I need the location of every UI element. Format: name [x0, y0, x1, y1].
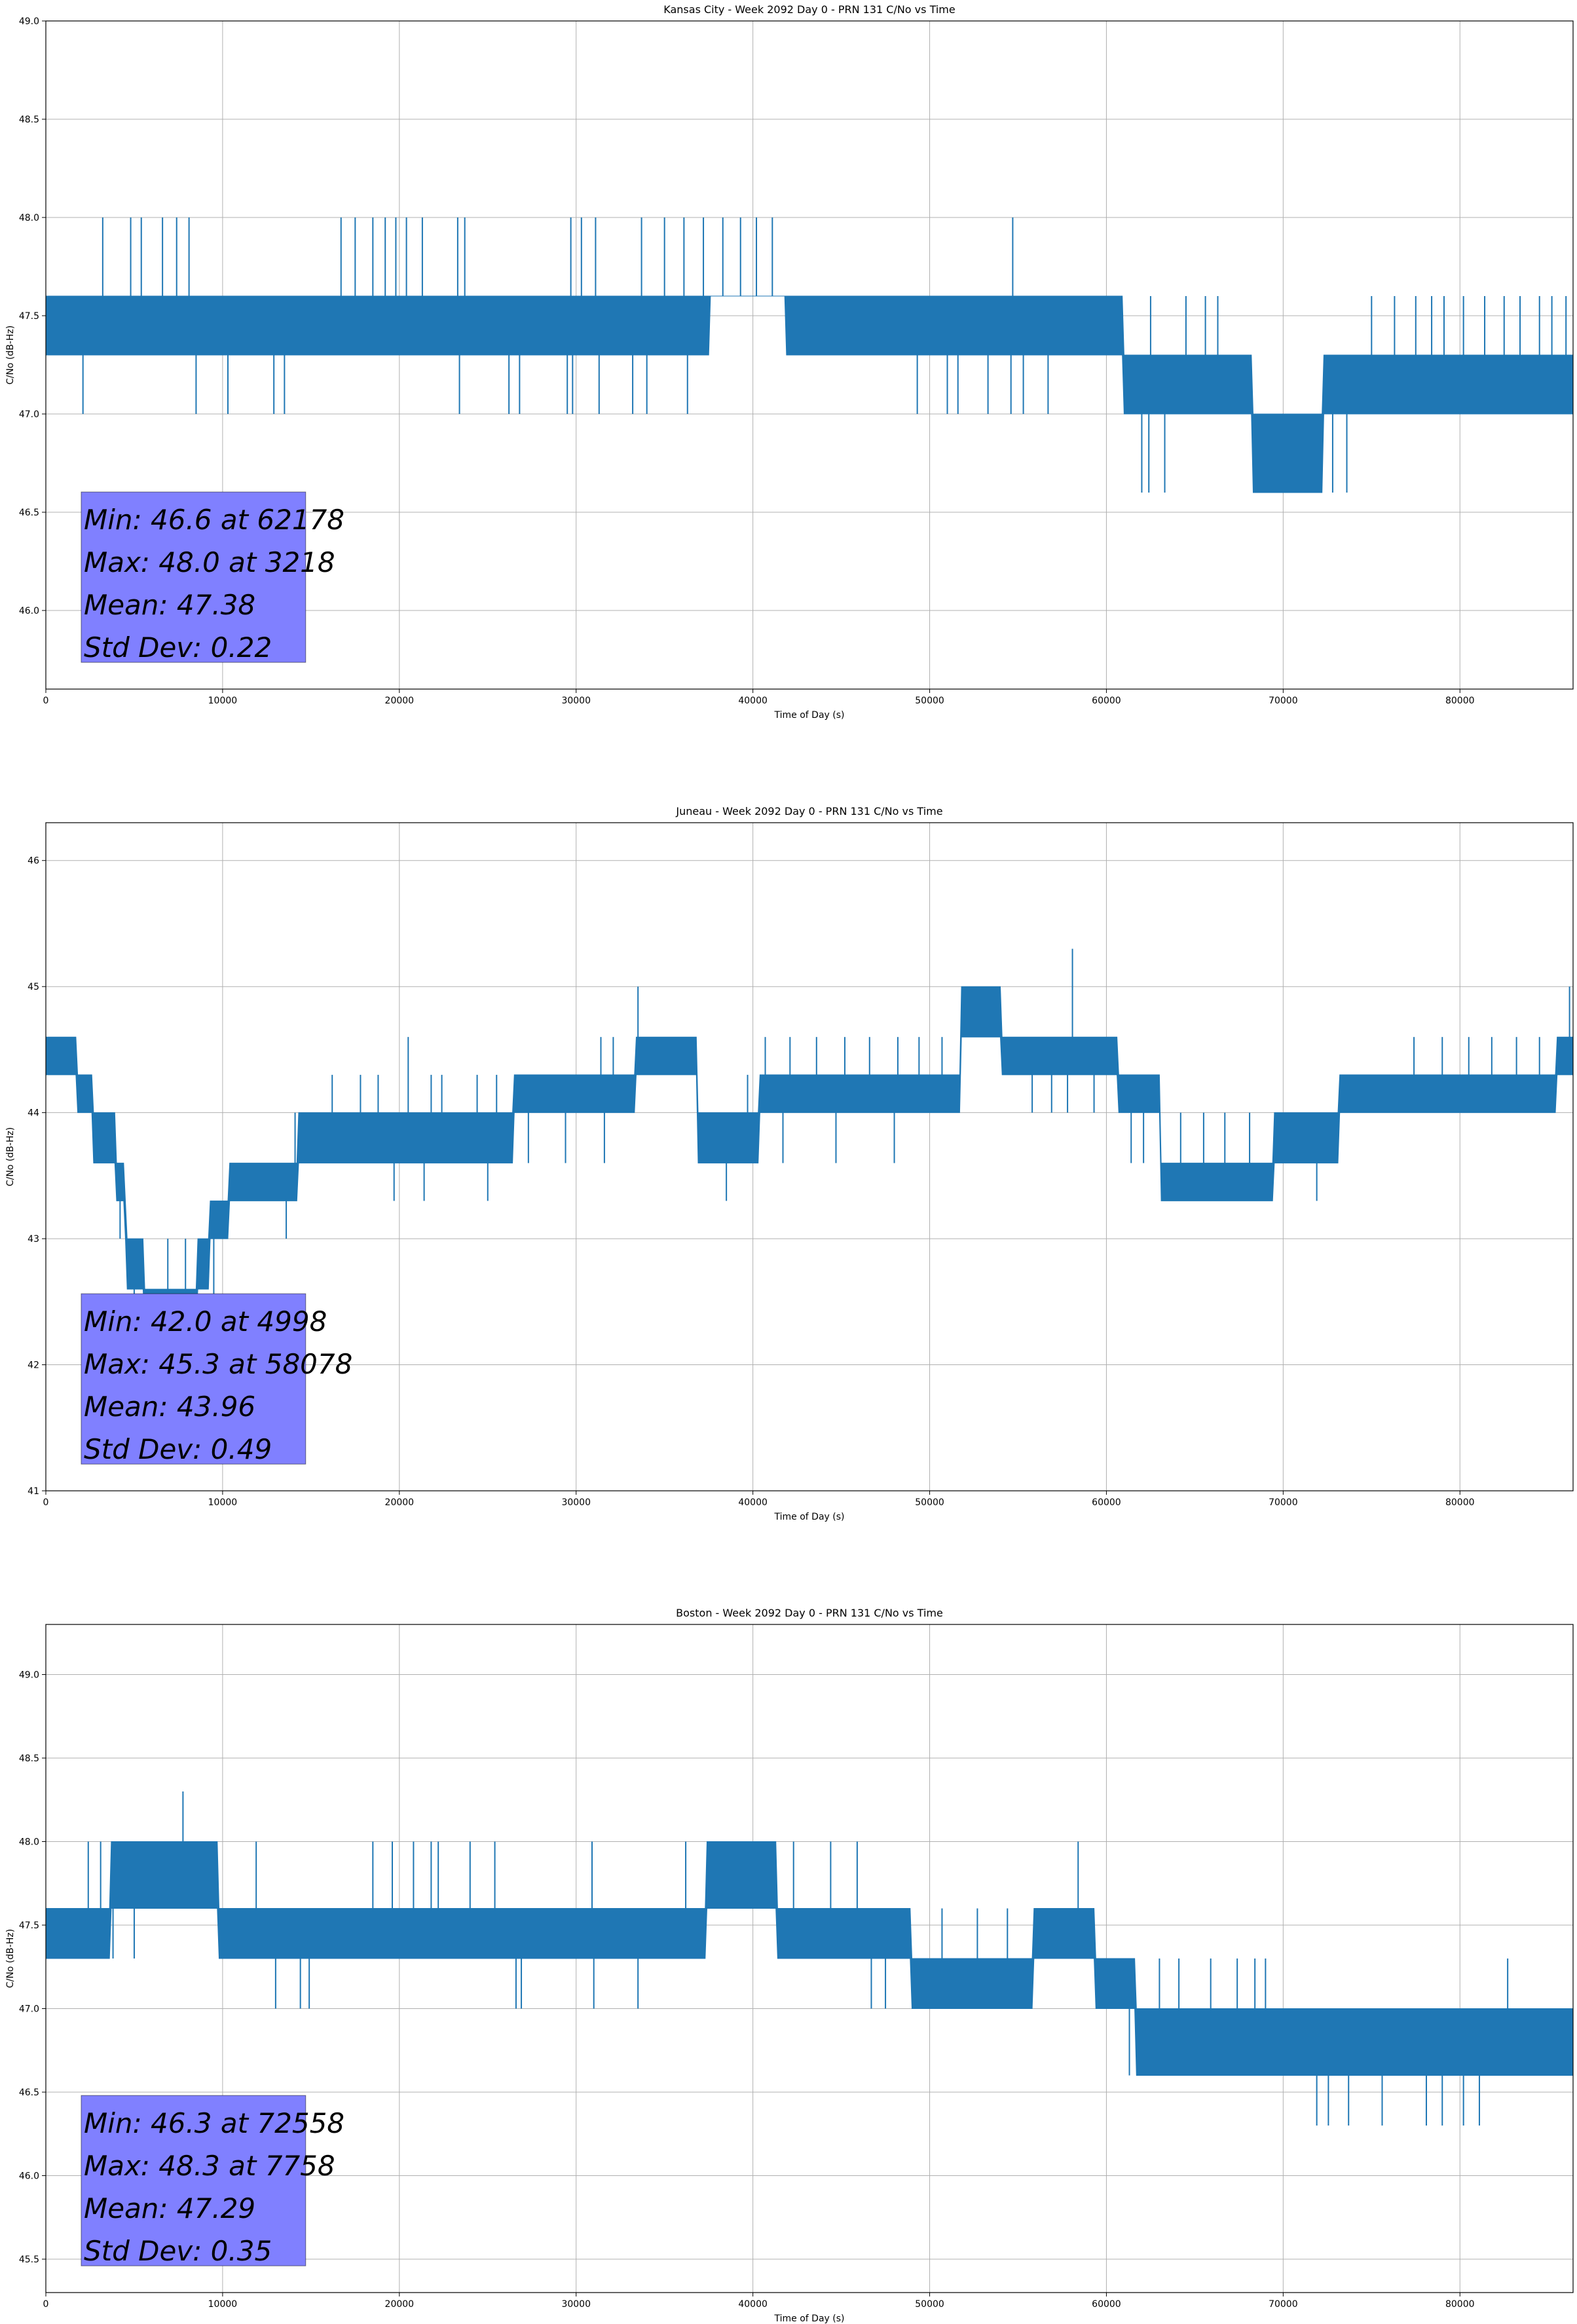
y-tick-label: 46 — [28, 856, 39, 867]
y-tick-label: 48.0 — [19, 1837, 39, 1848]
stats-line: Std Dev: 0.49 — [84, 1433, 272, 1465]
x-tick-label: 0 — [43, 1497, 49, 1508]
stats-line: Min: 42.0 at 4998 — [84, 1305, 327, 1338]
y-tick-label: 47.0 — [19, 409, 39, 420]
x-tick-label: 60000 — [1092, 1497, 1121, 1508]
y-tick-label: 49.0 — [19, 16, 39, 27]
y-axis-label: C/No (dB-Hz) — [5, 1127, 16, 1186]
chart-title: Kansas City - Week 2092 Day 0 - PRN 131 … — [663, 3, 955, 16]
y-tick-label: 42 — [28, 1360, 39, 1371]
y-axis-label: C/No (dB-Hz) — [5, 326, 16, 384]
y-tick-label: 47.0 — [19, 2004, 39, 2015]
x-tick-label: 0 — [43, 2299, 49, 2310]
y-tick-label: 46.0 — [19, 2171, 39, 2182]
axes-frame — [45, 1624, 1574, 2293]
series-band — [45, 1841, 1574, 2076]
x-tick-label: 20000 — [385, 2299, 415, 2310]
y-tick-label: 45 — [28, 982, 39, 992]
x-tick-label: 60000 — [1092, 696, 1121, 706]
x-axis-label: Time of Day (s) — [774, 710, 845, 721]
x-tick-label: 70000 — [1269, 696, 1298, 706]
stats-line: Std Dev: 0.22 — [84, 631, 272, 664]
y-axis-label: C/No (dB-Hz) — [5, 1929, 16, 1988]
stats-line: Mean: 47.29 — [84, 2192, 255, 2224]
x-axis-label: Time of Day (s) — [774, 2314, 845, 2324]
stats-line: Min: 46.3 at 72558 — [84, 2107, 344, 2139]
juneau-chart: Juneau - Week 2092 Day 0 - PRN 131 C/No … — [5, 805, 1574, 1522]
x-tick-label: 80000 — [1445, 2299, 1475, 2310]
y-tick-label: 46.5 — [19, 508, 39, 518]
x-tick-label: 0 — [43, 696, 49, 706]
x-tick-label: 80000 — [1445, 696, 1475, 706]
x-tick-label: 20000 — [385, 1497, 415, 1508]
kansas-city-chart: Kansas City - Week 2092 Day 0 - PRN 131 … — [5, 3, 1574, 721]
x-tick-label: 40000 — [738, 1497, 768, 1508]
y-tick-label: 48.5 — [19, 115, 39, 125]
y-tick-label: 46.0 — [19, 606, 39, 616]
x-tick-label: 10000 — [208, 1497, 238, 1508]
x-tick-label: 80000 — [1445, 1497, 1475, 1508]
x-tick-label: 30000 — [561, 696, 591, 706]
x-tick-label: 10000 — [208, 696, 238, 706]
chart-title: Juneau - Week 2092 Day 0 - PRN 131 C/No … — [675, 805, 942, 817]
series-band — [45, 986, 1574, 1328]
boston-chart: Boston - Week 2092 Day 0 - PRN 131 C/No … — [5, 1607, 1574, 2324]
series-band — [45, 295, 1574, 493]
axes-frame — [45, 20, 1574, 690]
y-tick-label: 46.5 — [19, 2088, 39, 2098]
x-tick-label: 20000 — [385, 696, 415, 706]
x-tick-label: 40000 — [738, 696, 768, 706]
stats-box — [81, 1293, 306, 1465]
x-axis-label: Time of Day (s) — [774, 1512, 845, 1522]
x-tick-label: 10000 — [208, 2299, 238, 2310]
y-tick-label: 48.5 — [19, 1753, 39, 1764]
y-tick-label: 44 — [28, 1108, 39, 1119]
x-tick-label: 40000 — [738, 2299, 768, 2310]
stats-line: Min: 46.6 at 62178 — [84, 504, 344, 536]
stats-line: Max: 45.3 at 58078 — [84, 1348, 352, 1380]
stats-line: Max: 48.3 at 7758 — [84, 2150, 335, 2182]
x-tick-label: 70000 — [1269, 2299, 1298, 2310]
axes-frame — [45, 822, 1574, 1491]
y-tick-label: 47.5 — [19, 1921, 39, 1931]
x-tick-label: 60000 — [1092, 2299, 1121, 2310]
y-tick-label: 49.0 — [19, 1670, 39, 1681]
stats-box — [81, 491, 306, 663]
chart-title: Boston - Week 2092 Day 0 - PRN 131 C/No … — [676, 1607, 943, 1619]
x-tick-label: 50000 — [915, 2299, 944, 2310]
stats-box — [81, 2095, 306, 2266]
y-tick-label: 41 — [28, 1486, 39, 1497]
x-tick-label: 30000 — [561, 1497, 591, 1508]
stats-line: Mean: 43.96 — [84, 1391, 255, 1423]
x-tick-label: 50000 — [915, 696, 944, 706]
y-tick-label: 43 — [28, 1234, 39, 1245]
stats-line: Max: 48.0 at 3218 — [84, 546, 335, 578]
x-tick-label: 30000 — [561, 2299, 591, 2310]
stats-line: Mean: 47.38 — [84, 589, 255, 621]
y-tick-label: 45.5 — [19, 2255, 39, 2265]
y-tick-label: 47.5 — [19, 311, 39, 322]
x-tick-label: 70000 — [1269, 1497, 1298, 1508]
x-tick-label: 50000 — [915, 1497, 944, 1508]
stats-line: Std Dev: 0.35 — [84, 2235, 272, 2267]
y-tick-label: 48.0 — [19, 213, 39, 223]
